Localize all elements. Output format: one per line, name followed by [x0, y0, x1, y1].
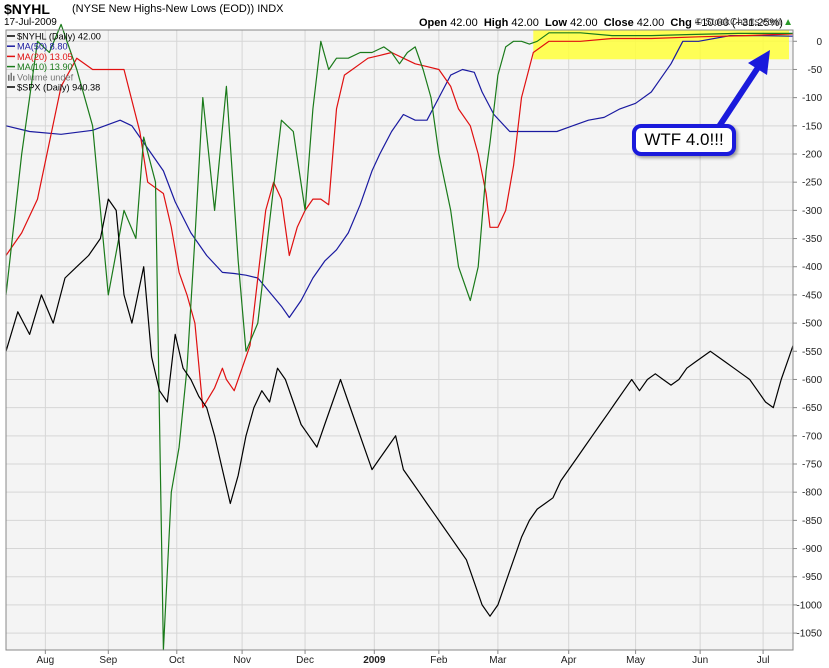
x-tick-label: Oct	[169, 655, 185, 666]
brand-text: © StockCharts.com	[694, 17, 782, 28]
legend-entry: Volume undef	[17, 72, 74, 82]
plot-frame	[5, 29, 794, 651]
legend-entry: MA(20) 13.05	[17, 52, 73, 62]
x-axis: Aug Sep Oct Nov Dec 2009 Feb Mar Apr May Jun Jul	[36, 650, 769, 666]
low-label: Low	[545, 17, 568, 29]
x-tick-label: Jul	[757, 655, 770, 666]
legend-entry: $NYHL (Daily) 42.00	[17, 32, 101, 42]
y-tick-label: 0	[816, 37, 822, 48]
y-tick-label: -150	[802, 121, 822, 132]
legend-entry: $SPX (Daily) 940.38	[17, 83, 100, 93]
y-tick-label: -650	[802, 403, 822, 414]
annotation-arrow	[715, 50, 770, 131]
brand-watermark: © StockCharts.com ▲	[695, 17, 793, 28]
highlight-box	[533, 30, 789, 60]
ohlc-readout: Open 42.00 High 42.00 Low 42.00 Close 42…	[419, 17, 783, 29]
open-label: Open	[419, 17, 448, 29]
open-value: 42.00	[450, 17, 478, 29]
symbol-title: $NYHL	[4, 1, 50, 17]
series-line-ma10	[5, 23, 793, 651]
x-tick-label: Apr	[561, 655, 577, 666]
y-tick-label: -800	[802, 488, 822, 499]
grid	[6, 30, 793, 650]
volume-bars-icon	[13, 75, 15, 81]
triangle-up-icon: ▲	[783, 17, 793, 28]
y-tick-label: -1000	[796, 600, 822, 611]
series-line-spx	[5, 198, 794, 617]
high-label: High	[483, 17, 509, 29]
plot-background	[6, 30, 793, 650]
y-tick-label: -950	[802, 572, 822, 583]
close-label: Close	[603, 17, 634, 29]
symbol-description: (NYSE New Highs-New Lows (EOD)) INDX	[72, 3, 284, 15]
x-tick-label: Feb	[430, 655, 448, 666]
y-axis: 0 -50 -100 -150 -200 -250 -300 -350 -400 -450 -500…	[793, 37, 822, 640]
arrow-shaft	[715, 63, 762, 131]
volume-bars-icon	[8, 74, 10, 81]
x-tick-label: Jun	[692, 655, 708, 666]
x-tick-label: Dec	[296, 655, 314, 666]
chg-value: +10.00 (+31.25%)	[694, 17, 783, 29]
series-line-ma50	[5, 34, 794, 319]
y-tick-label: -550	[802, 347, 822, 358]
series-line-ma20	[5, 33, 794, 409]
x-tick-label: May	[626, 655, 645, 666]
legend-entry: MA(10) 13.90	[17, 62, 73, 72]
close-value: 42.00	[636, 17, 665, 29]
chart-date: 17-Jul-2009	[4, 17, 57, 28]
y-tick-label: -500	[802, 319, 822, 330]
high-value: 42.00	[511, 17, 539, 29]
chart-header: $NYHL (NYSE New Highs-New Lows (EOD)) IN…	[0, 0, 829, 30]
series-layer	[5, 23, 794, 651]
y-tick-label: -600	[802, 375, 822, 386]
x-tick-label: Sep	[99, 655, 117, 666]
y-tick-label: -250	[802, 178, 822, 189]
annotation-callout: WTF 4.0!!!	[632, 124, 736, 156]
y-tick-label: -700	[802, 431, 822, 442]
arrow-head-icon	[748, 50, 770, 75]
y-tick-label: -900	[802, 544, 822, 555]
y-tick-label: -1050	[796, 629, 822, 640]
y-tick-label: -850	[802, 516, 822, 527]
y-tick-label: -350	[802, 234, 822, 245]
x-tick-label: Mar	[489, 655, 507, 666]
y-tick-label: -200	[802, 150, 822, 161]
low-value: 42.00	[570, 17, 598, 29]
x-tick-label: Nov	[233, 655, 251, 666]
legend-entry: MA(50) 8.80	[17, 42, 68, 52]
y-tick-label: -450	[802, 290, 822, 301]
chg-label: Chg	[670, 17, 692, 29]
y-tick-label: -100	[802, 93, 822, 104]
x-tick-label: 2009	[363, 655, 386, 666]
y-tick-label: -50	[808, 65, 823, 76]
y-tick-label: -300	[802, 206, 822, 217]
volume-bars-icon	[10, 72, 12, 81]
x-tick-label: Aug	[36, 655, 54, 666]
y-tick-label: -400	[802, 262, 822, 273]
y-tick-label: -750	[802, 460, 822, 471]
